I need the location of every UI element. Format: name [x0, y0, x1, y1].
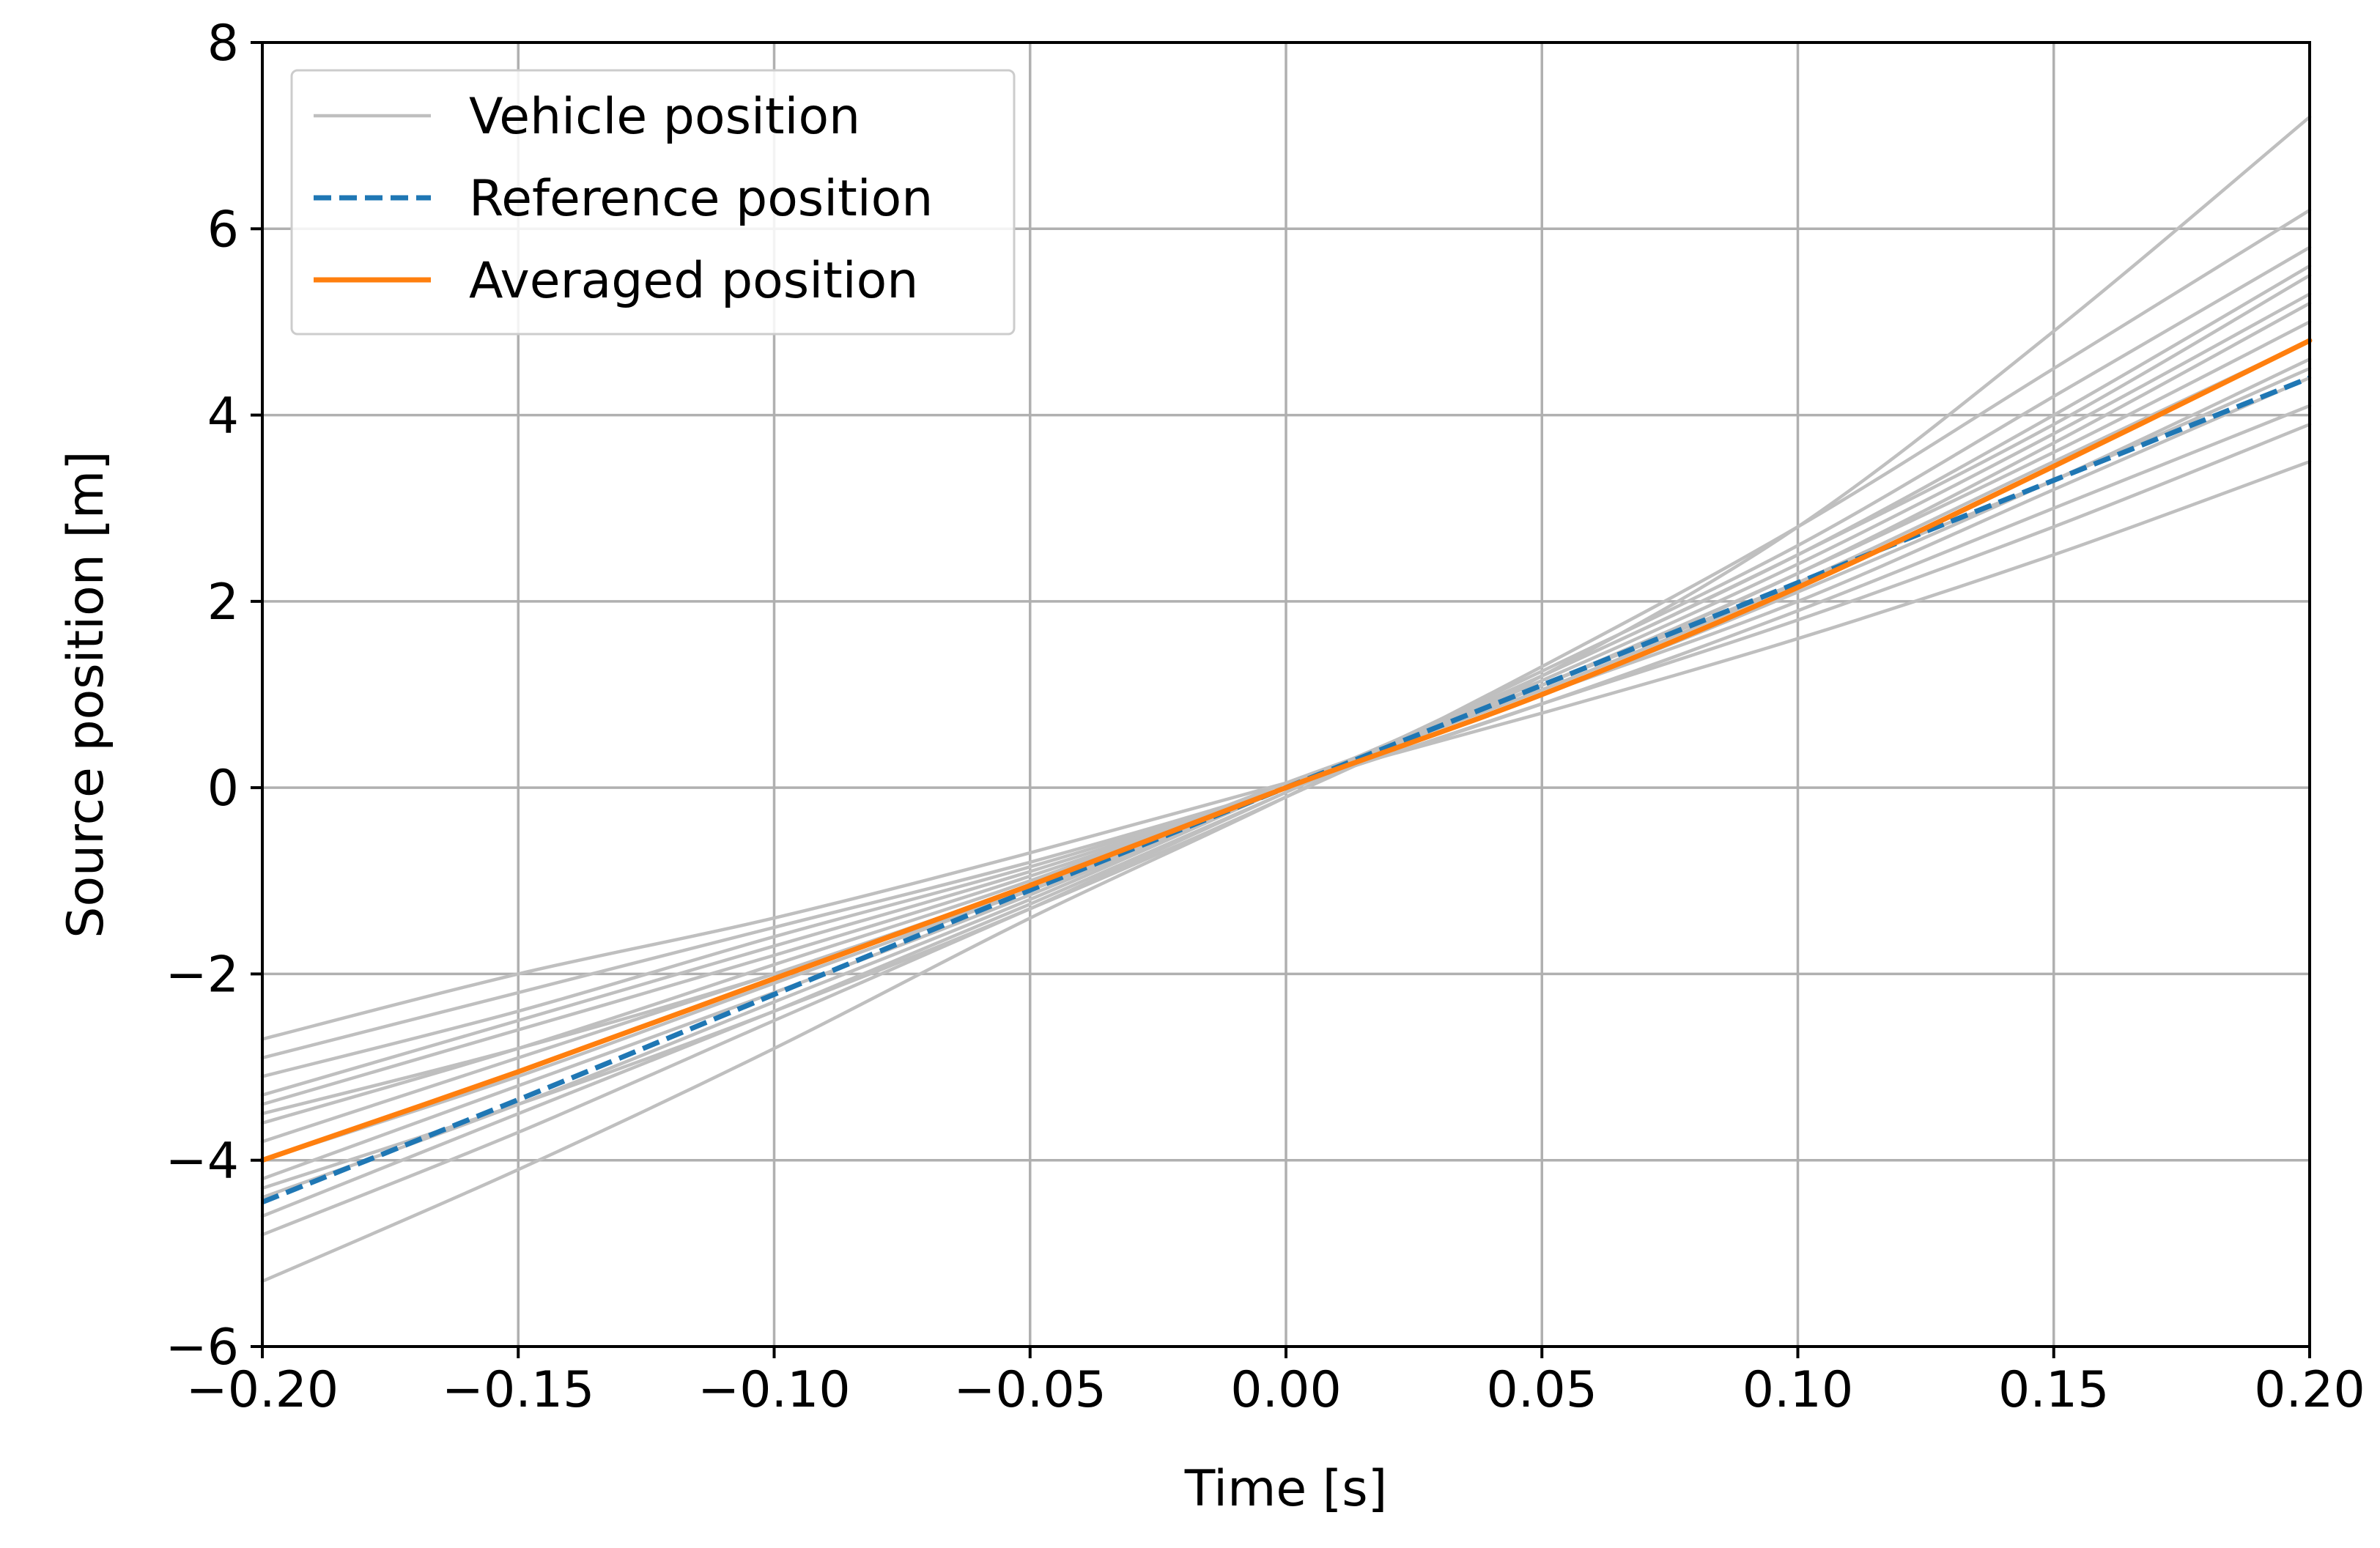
x-axis-title: Time [s] — [1184, 1460, 1388, 1518]
series-layer — [259, 115, 2313, 1284]
x-tick-label-6: 0.10 — [1742, 1361, 1853, 1419]
y-tick-label-6: 6 — [207, 201, 239, 259]
y-tick-label-3: 0 — [207, 760, 239, 818]
y-tick-label-4: 2 — [207, 574, 239, 632]
x-tick-label-2: −0.10 — [698, 1361, 850, 1419]
legend-label-vehicle: Vehicle position — [469, 88, 860, 146]
x-tick-label-1: −0.15 — [442, 1361, 594, 1419]
y-tick-label-2: −2 — [166, 946, 239, 1004]
legend-item-reference: Reference position — [314, 170, 933, 228]
x-tick-label-5: 0.05 — [1487, 1361, 1597, 1419]
legend-label-reference: Reference position — [469, 170, 933, 228]
y-tick-label-1: −4 — [166, 1133, 239, 1190]
series-vehicle-position-5 — [260, 338, 2312, 1125]
x-tick-label-7: 0.15 — [1998, 1361, 2109, 1419]
legend-item-averaged: Averaged position — [314, 252, 918, 310]
y-tick-label-5: 4 — [207, 388, 239, 445]
y-tick-label-7: 8 — [207, 15, 239, 73]
y-tick-label-0: −6 — [166, 1319, 239, 1377]
ticks: −0.20 −0.15 −0.10 −0.05 0.00 0.05 0.10 0.15 0.20… — [166, 15, 2365, 1419]
series-averaged-position — [259, 338, 2313, 1163]
y-axis-title: Source position [m] — [57, 451, 115, 938]
x-tick-label-3: −0.05 — [954, 1361, 1106, 1419]
legend-box — [290, 69, 1016, 336]
legend-label-averaged: Averaged position — [469, 252, 918, 310]
series-vehicle-position-11 — [260, 245, 2312, 1237]
x-tick-label-8: 0.20 — [2254, 1361, 2365, 1419]
x-tick-label-0: −0.20 — [186, 1361, 339, 1419]
x-tick-label-4: 0.00 — [1230, 1361, 1341, 1419]
legend-item-vehicle: Vehicle position — [314, 88, 860, 146]
legend: Vehicle position Reference position Aver… — [290, 69, 1016, 336]
series-vehicle-position-13 — [260, 115, 2312, 1190]
